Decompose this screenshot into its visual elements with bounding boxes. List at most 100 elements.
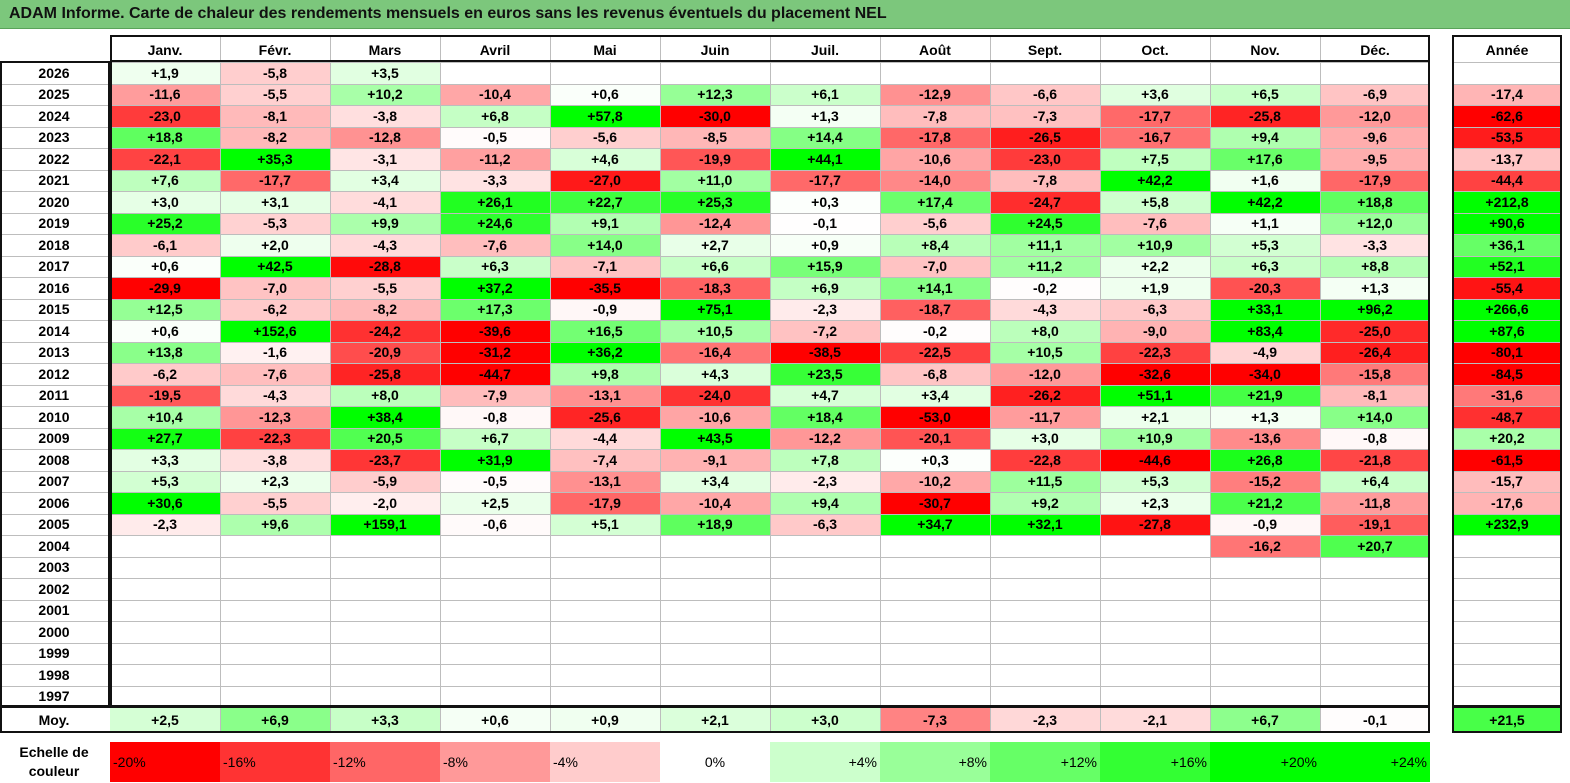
heatmap-cell	[440, 685, 550, 707]
heatmap-cell: +9,2	[990, 492, 1100, 514]
heatmap-cell: -6,1	[110, 234, 220, 256]
heatmap-cell: +2,1	[1100, 406, 1210, 428]
heatmap-cell: +6,8	[440, 105, 550, 127]
year-total-cell: -17,4	[1452, 83, 1562, 105]
month-header: Févr.	[220, 37, 330, 62]
heatmap-cell: -6,8	[880, 363, 990, 385]
heatmap-cell: +96,2	[1320, 298, 1430, 320]
heatmap-cell	[330, 621, 440, 643]
year-total-cell: -15,7	[1452, 470, 1562, 492]
heatmap-cell: +8,0	[990, 320, 1100, 342]
heatmap-cell: +17,3	[440, 298, 550, 320]
heatmap-cell: -7,8	[880, 105, 990, 127]
column-gridline	[1100, 708, 1101, 732]
heatmap-cell	[440, 578, 550, 600]
heatmap-cell: -0,1	[770, 212, 880, 234]
heatmap-cell: -3,3	[440, 169, 550, 191]
row-gridline	[1452, 599, 1562, 601]
heatmap-cell: +5,1	[550, 513, 660, 535]
heatmap-cell: -13,1	[550, 384, 660, 406]
year-label: 2022	[38, 150, 70, 167]
heatmap-cell: -28,8	[330, 255, 440, 277]
heatmap-cell: -0,8	[440, 406, 550, 428]
heatmap-cell: -19,9	[660, 148, 770, 170]
column-gridline	[880, 708, 881, 732]
row-gridline	[1452, 406, 1562, 407]
heatmap-cell	[220, 685, 330, 707]
heatmap-cell: +26,8	[1210, 449, 1320, 471]
year-total-cell: -84,5	[1452, 363, 1562, 385]
heatmap-cell: +3,0	[110, 191, 220, 213]
year-total-cell: -17,6	[1452, 492, 1562, 514]
heatmap-cell: +17,4	[880, 191, 990, 213]
heatmap-cell: -15,8	[1320, 363, 1430, 385]
year-total-cell: -61,5	[1452, 449, 1562, 471]
heatmap-cell: -12,3	[220, 406, 330, 428]
heatmap-cell: +13,8	[110, 341, 220, 363]
heatmap-cell	[330, 556, 440, 578]
heatmap-cell: +9,4	[1210, 126, 1320, 148]
row-gridline	[0, 148, 1430, 149]
heatmap-cell	[880, 62, 990, 84]
heatmap-cell: -13,6	[1210, 427, 1320, 449]
row-gridline	[1452, 363, 1562, 364]
heatmap-cell	[770, 685, 880, 707]
heatmap-cell: +3,5	[330, 62, 440, 84]
heatmap-cell: +12,0	[1320, 212, 1430, 234]
heatmap-cell: +20,5	[330, 427, 440, 449]
heatmap-cell: +14,0	[550, 234, 660, 256]
year-total-cell	[1452, 62, 1562, 84]
heatmap-cell	[660, 599, 770, 621]
heatmap-cell: +6,3	[1210, 255, 1320, 277]
heatmap-cell	[1320, 685, 1430, 707]
heatmap-cell	[1320, 62, 1430, 84]
heatmap-cell: +2,3	[220, 470, 330, 492]
column-gridline	[1210, 708, 1211, 732]
heatmap-cell: +2,0	[220, 234, 330, 256]
heatmap-cell: +21,9	[1210, 384, 1320, 406]
year-label: 2021	[38, 172, 70, 189]
heatmap-cell: +3,1	[220, 191, 330, 213]
heatmap-cell: +0,3	[880, 449, 990, 471]
heatmap-cell: -44,7	[440, 363, 550, 385]
heatmap-cell: -44,6	[1100, 449, 1210, 471]
heatmap-cell: -24,2	[330, 320, 440, 342]
heatmap-cell: -27,8	[1100, 513, 1210, 535]
heatmap-cell: +44,1	[770, 148, 880, 170]
month-header: Avril	[440, 37, 550, 62]
heatmap-cell	[660, 642, 770, 664]
heatmap-cell	[330, 578, 440, 600]
heatmap-cell	[1100, 685, 1210, 707]
heatmap-cell: -4,9	[1210, 341, 1320, 363]
heatmap-cell	[880, 535, 990, 557]
heatmap-cell: -10,6	[660, 406, 770, 428]
row-gridline	[1452, 621, 1562, 622]
heatmap-cell: -22,1	[110, 148, 220, 170]
heatmap-cell	[220, 664, 330, 686]
heatmap-cell: -6,3	[1100, 298, 1210, 320]
heatmap-cell: -10,2	[880, 470, 990, 492]
heatmap-cell	[990, 664, 1100, 686]
average-cell: +3,3	[330, 708, 440, 732]
heatmap-cell: +6,7	[440, 427, 550, 449]
row-gridline	[1452, 556, 1562, 558]
heatmap-cell: -13,1	[550, 470, 660, 492]
heatmap-cell	[660, 556, 770, 578]
heatmap-cell: -17,9	[550, 492, 660, 514]
heatmap-cell: -7,0	[880, 255, 990, 277]
row-gridline	[0, 83, 1430, 85]
year-label: 1999	[38, 645, 70, 662]
row-gridline	[1452, 105, 1562, 106]
heatmap-cell	[330, 685, 440, 707]
year-total-cell: +266,6	[1452, 298, 1562, 320]
row-gridline	[0, 169, 1430, 171]
heatmap-cell	[770, 642, 880, 664]
heatmap-cell	[110, 578, 220, 600]
heatmap-cell	[220, 621, 330, 643]
year-label: 2009	[38, 430, 70, 447]
heatmap-cell: -25,8	[330, 363, 440, 385]
column-gridline	[550, 708, 551, 732]
heatmap-cell: -7,4	[550, 449, 660, 471]
heatmap-cell	[220, 556, 330, 578]
row-gridline	[0, 470, 1430, 472]
